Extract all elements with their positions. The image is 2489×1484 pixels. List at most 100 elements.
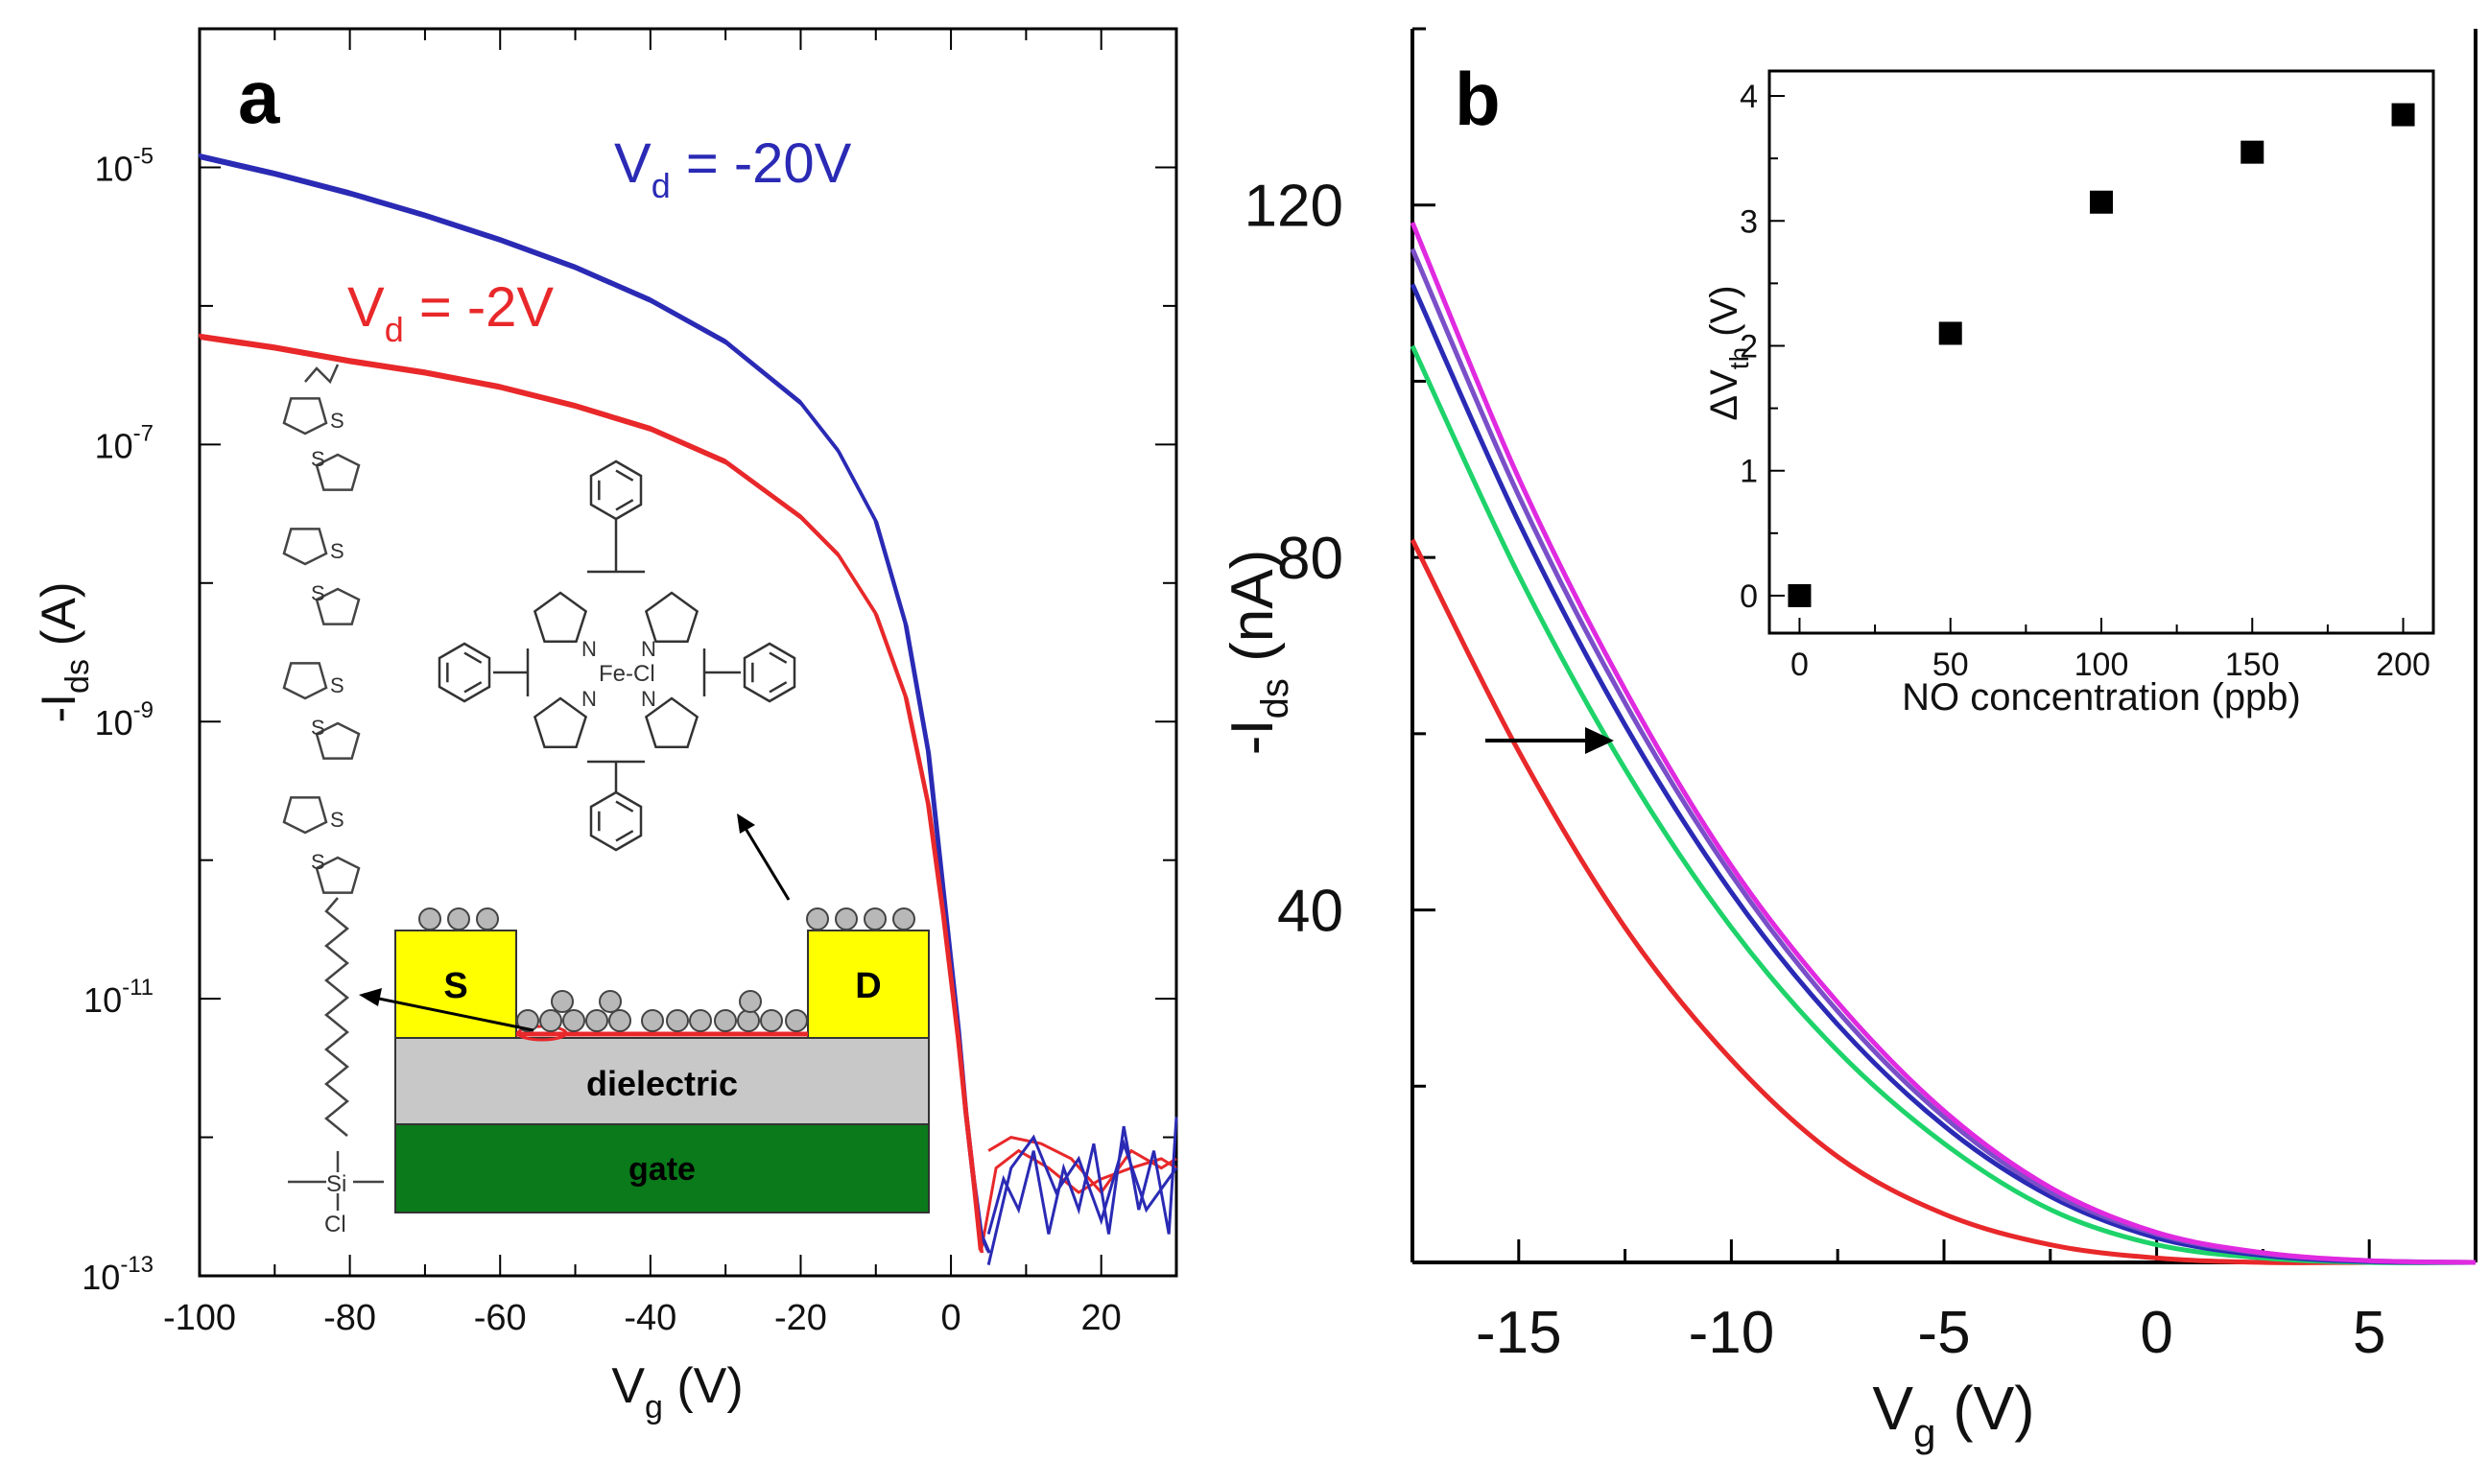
panel-b-y-tick-labels: 40 80 120 — [1244, 174, 1343, 945]
source-electrode — [394, 930, 517, 1039]
inset-y-tick-label: 1 — [1740, 454, 1758, 490]
particle — [666, 1009, 689, 1032]
inset-y-axis-title: ΔVth (V) — [1703, 285, 1754, 420]
phenyl-double-bonds — [598, 469, 634, 511]
inset-y-tick-label: 4 — [1740, 79, 1758, 115]
alkyl-chain — [324, 897, 349, 1137]
particle — [641, 1009, 664, 1032]
series-line-red — [200, 336, 984, 1254]
inset-ticks — [1769, 95, 2405, 633]
y-tick-label: 120 — [1244, 174, 1343, 240]
panel-a-label: a — [238, 55, 280, 139]
inset-points — [1788, 103, 2415, 607]
panel-b-label: b — [1455, 57, 1501, 141]
sulfur-label: S — [330, 808, 344, 832]
panel-a-curves — [198, 153, 991, 1254]
drain-electrode — [807, 930, 930, 1039]
panel-a-x-axis-title: Vg (V) — [611, 1358, 743, 1425]
particle — [689, 1009, 712, 1032]
x-tick-label: -10 — [1689, 1300, 1775, 1366]
x-tick-label: -40 — [624, 1298, 676, 1338]
sulfur-label: S — [311, 447, 325, 471]
inset-chart: 0 1 2 3 4 0 50 100 150 200 NO concentration (ppb… — [1703, 69, 2435, 718]
arrow-head-porphyrin — [737, 813, 755, 834]
x-tick-label: -20 — [774, 1298, 827, 1338]
ethyl-group — [304, 364, 340, 385]
inset-y-tick-label: 2 — [1740, 328, 1758, 365]
sulfur-label: S — [330, 409, 344, 433]
panel-b-curves — [1410, 222, 2477, 1265]
panel-a-y-axis-title: -Ids (A) — [32, 581, 96, 722]
dielectric-label: dielectric — [586, 1064, 738, 1103]
noise-trace — [986, 1134, 1178, 1265]
nitrogen-label: N — [581, 637, 597, 661]
porphyrin-bridges — [526, 570, 706, 764]
phenyl-ring — [743, 642, 796, 703]
arrow-head-a — [359, 988, 382, 1006]
shift-arrow-head — [1585, 727, 1614, 754]
cl-label: Cl — [324, 1212, 346, 1237]
thiophene-ring — [315, 587, 361, 625]
y-tick-label: 80 — [1277, 526, 1343, 592]
porphyrin-particles — [418, 907, 915, 1032]
y-tick-label: 10-9 — [95, 697, 154, 742]
phenyl-ring — [589, 790, 643, 852]
noise-trace — [986, 1117, 1178, 1235]
sulfur-label: S — [311, 581, 325, 605]
si-label: Si — [326, 1171, 346, 1197]
nitrogen-label: N — [641, 687, 656, 711]
y-tick-label: 10-11 — [83, 975, 154, 1020]
thiophene-ring — [315, 453, 361, 491]
gate-label: gate — [628, 1151, 696, 1188]
inset-x-tick-label: 0 — [1790, 647, 1809, 683]
phenyl-double-bonds — [751, 651, 788, 694]
particle — [599, 990, 622, 1013]
inset-data-point — [1788, 583, 1812, 607]
y-tick-label: 10-5 — [95, 143, 154, 188]
inset-data-point — [2090, 190, 2113, 214]
particle — [864, 907, 887, 930]
fe-porphyrin-molecule: N N N NFe-Cl — [438, 459, 796, 852]
thiophene-ring — [282, 397, 328, 436]
particle — [806, 907, 829, 930]
series-line-red — [1410, 538, 2476, 1265]
y-tick-label: 10-7 — [95, 420, 154, 465]
arrow-to-porphyrin — [743, 826, 791, 901]
inset-y-tick-label: 3 — [1740, 203, 1758, 240]
panel-a-ticks — [199, 29, 1177, 1277]
inset-x-tick-label: 150 — [2225, 647, 2280, 683]
thiophene-ring — [282, 662, 328, 700]
thiophene-ring — [315, 721, 361, 760]
sulfur-label: S — [311, 850, 325, 874]
inset-data-point — [1938, 321, 1962, 345]
source-label: S — [443, 966, 467, 1006]
sulfur-label: S — [330, 673, 344, 697]
inset-x-tick-labels: 0 50 100 150 200 — [1790, 647, 2430, 683]
pyrrole-ring — [644, 696, 699, 748]
particle — [562, 1009, 585, 1032]
panel-a: a 10-13 10-11 10-9 10-7 10-5 -100 -80 -60 -40 -2… — [32, 27, 1178, 1425]
x-tick-label: -15 — [1476, 1300, 1562, 1366]
annotation-vd-2: Vd = -2V — [347, 276, 554, 349]
thiophene-ring — [282, 796, 328, 835]
particle — [760, 1009, 783, 1032]
panel-a-x-tick-labels: -100 -80 -60 -40 -20 0 20 — [163, 1298, 1122, 1338]
particle — [608, 1009, 631, 1032]
y-tick-label: 10-13 — [82, 1252, 154, 1297]
drain-label: D — [855, 966, 881, 1006]
sulfur-label: S — [330, 539, 344, 563]
fe-cl-label: Fe-Cl — [599, 661, 655, 687]
x-tick-label: 0 — [2140, 1300, 2172, 1366]
panel-b-x-axis-title: Vg (V) — [1872, 1374, 2034, 1455]
phenyl-double-bonds — [598, 800, 634, 842]
panel-a-y-tick-labels: 10-13 10-11 10-9 10-7 10-5 — [82, 143, 154, 1297]
x-tick-label: -100 — [163, 1298, 236, 1338]
silane-bonds — [288, 1151, 384, 1211]
particle — [551, 990, 574, 1013]
inset-x-tick-label: 50 — [1932, 647, 1969, 683]
particle — [516, 1009, 539, 1032]
x-tick-label: -5 — [1917, 1300, 1970, 1366]
